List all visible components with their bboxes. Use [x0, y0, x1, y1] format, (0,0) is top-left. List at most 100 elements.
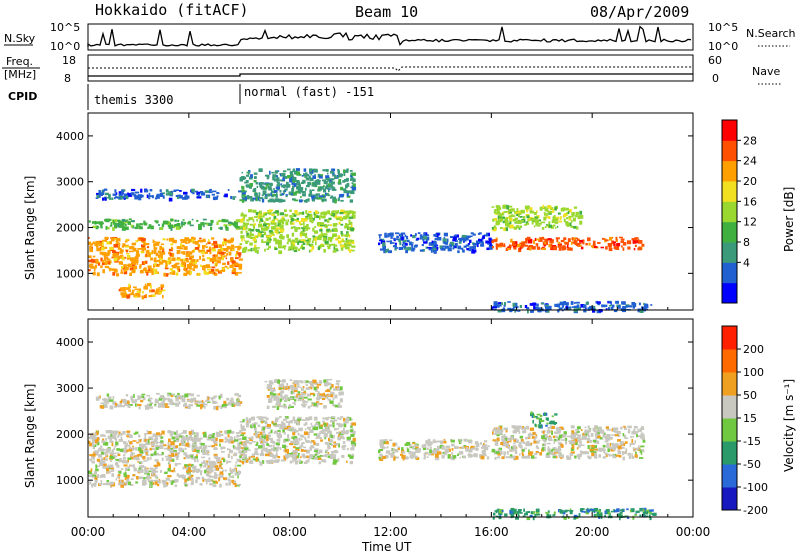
data-cell [563, 213, 568, 217]
data-cell [343, 189, 348, 194]
data-cell [120, 484, 124, 488]
data-cell [610, 454, 616, 457]
data-cell [331, 451, 335, 454]
data-cell [115, 440, 117, 443]
data-cell [352, 178, 356, 183]
data-cell [547, 205, 552, 209]
data-cell [412, 248, 416, 250]
data-cell [618, 304, 621, 309]
data-cell [256, 195, 260, 199]
data-cell [551, 431, 553, 435]
data-cell [183, 452, 187, 456]
data-cell [196, 219, 199, 222]
data-cell [143, 242, 146, 246]
data-cell [154, 399, 159, 404]
data-cell [109, 260, 112, 264]
data-cell [597, 429, 600, 433]
data-cell [285, 194, 288, 196]
data-cell [312, 194, 318, 197]
data-cell [514, 211, 517, 215]
data-cell [308, 250, 311, 253]
data-cell [302, 455, 306, 457]
data-cell [255, 458, 258, 462]
data-cell [284, 214, 288, 217]
data-cell [495, 440, 498, 445]
data-cell [170, 441, 175, 446]
data-cell [293, 457, 298, 462]
data-cell [135, 240, 139, 243]
data-cell [570, 435, 573, 439]
data-cell [210, 397, 214, 401]
data-cell [292, 177, 297, 181]
data-cell [98, 189, 101, 193]
data-cell [220, 247, 223, 251]
data-cell [114, 462, 118, 466]
data-cell [212, 256, 216, 259]
data-cell [328, 435, 331, 438]
data-cell [139, 264, 142, 268]
data-cell [248, 235, 251, 239]
data-cell [234, 221, 239, 225]
data-cell [143, 260, 146, 265]
data-cell [352, 183, 356, 188]
data-cell [176, 473, 179, 477]
data-cell [266, 242, 270, 246]
data-cell [332, 210, 337, 212]
data-cell [317, 424, 321, 428]
data-cell [96, 437, 100, 441]
data-cell [556, 225, 559, 228]
data-cell [103, 441, 106, 446]
data-cell [527, 433, 531, 438]
data-cell [180, 195, 183, 199]
data-cell [123, 454, 126, 457]
data-cell [500, 227, 503, 230]
data-cell [268, 380, 273, 384]
data-cell [491, 226, 494, 230]
data-cell [231, 264, 235, 266]
data-cell [215, 431, 219, 436]
data-cell [237, 442, 241, 446]
data-cell [120, 436, 123, 440]
data-cell [640, 428, 645, 430]
data-cell [337, 170, 340, 174]
data-cell [326, 194, 331, 196]
data-cell [212, 397, 216, 400]
data-cell [202, 254, 205, 258]
data-cell [281, 405, 285, 408]
colorbar-segment [722, 120, 737, 141]
data-cell [330, 386, 332, 390]
data-cell [528, 449, 530, 454]
data-cell [314, 453, 317, 456]
data-cell [208, 435, 212, 438]
data-cell [109, 460, 113, 462]
data-cell [252, 225, 255, 229]
data-cell [208, 476, 212, 478]
data-cell [201, 443, 205, 446]
data-cell [277, 435, 281, 439]
data-cell [277, 455, 281, 459]
data-cell [190, 238, 194, 243]
data-cell [163, 272, 166, 277]
data-cell [161, 223, 165, 228]
data-cell [151, 294, 156, 297]
data-cell [144, 439, 147, 443]
data-cell [187, 439, 189, 444]
data-cell [176, 266, 180, 270]
data-cell [497, 209, 500, 213]
data-cell [434, 450, 439, 455]
data-cell [102, 466, 106, 469]
data-cell [129, 267, 132, 271]
data-cell [108, 430, 112, 433]
data-cell [573, 305, 579, 309]
data-cell [344, 179, 349, 182]
data-cell [516, 439, 519, 442]
data-cell [547, 426, 552, 429]
data-cell [301, 393, 306, 396]
data-cell [169, 224, 174, 228]
data-cell [546, 456, 551, 458]
data-cell [424, 451, 429, 454]
data-cell [92, 474, 96, 478]
data-cell [299, 199, 303, 203]
data-cell [117, 434, 120, 438]
data-cell [115, 478, 118, 481]
